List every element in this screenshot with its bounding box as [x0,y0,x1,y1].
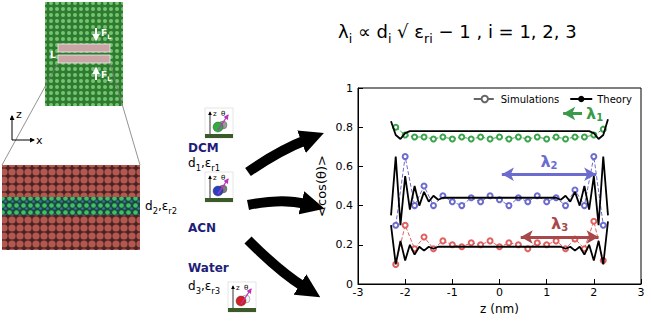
svg-text:-2: -2 [400,286,411,299]
svg-text:θ: θ [221,110,225,118]
svg-text:FL: FL [101,70,111,82]
svg-text:0: 0 [496,286,503,299]
svg-text:0.8: 0.8 [336,121,354,134]
svg-text:z: z [213,110,217,118]
svg-text:Theory: Theory [596,94,632,105]
svg-text:0: 0 [346,277,353,291]
svg-text:-1: -1 [447,286,458,299]
svg-text:2: 2 [551,160,558,171]
svg-text:z: z [213,174,217,182]
svg-text:0.2: 0.2 [336,238,354,251]
svg-text:θ: θ [221,174,225,182]
svg-text:0.4: 0.4 [336,199,354,212]
svg-text:λ: λ [586,104,596,123]
svg-text:λi ∝ di √ εri − 1 , i = 1, 2,: λi ∝ di √ εri − 1 , i = 1, 2, 3 [338,21,577,46]
svg-text:λ: λ [551,214,561,233]
svg-text:DCM: DCM [188,141,219,155]
svg-text:1: 1 [346,82,353,95]
svg-text:3: 3 [638,286,645,299]
svg-text:d1,εr1: d1,εr1 [188,156,220,173]
svg-text:θ: θ [244,284,248,292]
svg-text:0.6: 0.6 [336,160,354,173]
svg-text:<cos(θ)>: <cos(θ)> [314,155,329,217]
svg-text:3: 3 [561,222,568,233]
svg-text:z: z [236,284,240,292]
svg-text:d2,εr2: d2,εr2 [145,199,177,216]
svg-text:Simulations: Simulations [501,94,559,105]
svg-text:1: 1 [543,286,550,299]
svg-text:z: z [16,108,22,121]
svg-text:x: x [36,134,43,147]
svg-text:2: 2 [590,286,597,299]
svg-text:1: 1 [596,112,603,123]
svg-text:-3: -3 [353,286,364,299]
svg-text:FL: FL [101,28,111,40]
svg-text:d3,εr3: d3,εr3 [188,279,220,296]
svg-text:λ: λ [540,152,550,171]
svg-text:Water: Water [188,261,229,275]
svg-text:ACN: ACN [188,221,216,235]
svg-text:z (nm): z (nm) [480,302,519,316]
svg-text:L: L [50,50,56,60]
